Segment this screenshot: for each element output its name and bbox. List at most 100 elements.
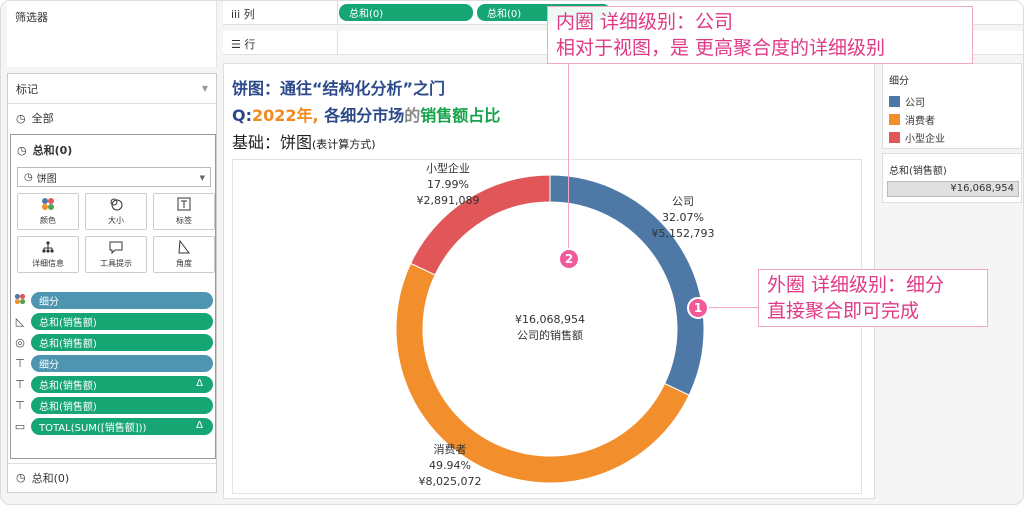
- donut-slice-1[interactable]: [549, 174, 705, 396]
- angle-button-label: 角度: [176, 259, 192, 268]
- marks-subpanel: ◷ 总和(0) ◷ 饼图 ▼ 颜色 大小 标签: [10, 134, 216, 459]
- legend-item[interactable]: 小型企业: [889, 130, 945, 145]
- mark-type-dropdown[interactable]: ◷ 饼图 ▼: [17, 167, 211, 187]
- legend-label: 小型企业: [905, 134, 945, 145]
- annotation-line-inner: [568, 61, 569, 257]
- annotation-outer-line1: 外圈 详细级别：细分: [767, 274, 945, 296]
- pie-plot-area: 公司 32.07% ¥5,152,793 消费者 49.94% ¥8,025,072 小型企…: [232, 159, 862, 494]
- collapse-caret-icon[interactable]: ▼: [201, 84, 208, 93]
- marks-pill-row: ◺ 总和(销售额): [13, 311, 213, 332]
- marks-pills: 细分 ◺ 总和(销售额) ◎ 总和(销售额) ⊤ 细分 ⊤ 总和(销售额) Δ: [13, 290, 213, 437]
- label-icon: ⊤: [15, 357, 25, 370]
- pill-segment-color[interactable]: 细分: [31, 292, 213, 309]
- pill-sales-label-calc[interactable]: 总和(销售额) Δ: [31, 376, 213, 393]
- pill-sales-angle[interactable]: 总和(销售额): [31, 313, 213, 330]
- shelf-divider: [337, 31, 338, 55]
- pill-label: 细分: [39, 360, 59, 371]
- table-calc-delta-icon: Δ: [196, 378, 203, 389]
- mark-type-value: 饼图: [36, 173, 57, 185]
- marks-pill-row: ⊤ 总和(销售额): [13, 395, 213, 416]
- view-title-1: 饼图：通往“结构化分析”之门: [232, 79, 446, 98]
- legend-swatch: [889, 96, 900, 107]
- tooltip-button-label: 工具提示: [100, 259, 132, 268]
- columns-shelf-label: iii 列: [231, 6, 255, 22]
- legend-title: 细分: [889, 76, 909, 87]
- title2-mid: 各细分市场: [318, 106, 405, 125]
- tooltip-icon: [109, 240, 123, 256]
- badge-2: 2: [558, 248, 580, 270]
- pill-total-tooltip[interactable]: TOTAL(SUM([销售额])) Δ: [31, 418, 213, 435]
- color-legend: 细分 公司 消费者 小型企业: [882, 63, 1022, 149]
- marks-header: 标记 ▼: [8, 74, 216, 104]
- angle-button[interactable]: 角度: [153, 236, 215, 273]
- size-button-label: 大小: [108, 216, 124, 225]
- annotation-outer-ring: 外圈 详细级别：细分 直接聚合即可完成: [758, 269, 988, 327]
- marks-subpanel-title[interactable]: ◷ 总和(0): [11, 135, 215, 165]
- table-calc-delta-icon: Δ: [196, 420, 203, 431]
- pill-segment-label[interactable]: 细分: [31, 355, 213, 372]
- pill-label: 总和(销售额): [39, 402, 97, 413]
- title2-highlight: 销售额占比: [420, 106, 501, 125]
- pill-label: 总和(0): [487, 9, 522, 20]
- color-icon: [41, 197, 55, 213]
- columns-label-text: 列: [243, 8, 255, 21]
- label-icon: ⊤: [15, 399, 25, 412]
- color-button[interactable]: 颜色: [17, 193, 79, 230]
- view-title-3: 基础：饼图(表计算方式): [232, 129, 376, 153]
- label-icon: [177, 197, 191, 213]
- marks-pill-row: ◎ 总和(销售额): [13, 332, 213, 353]
- slice-label-2: 消费者 49.94% ¥8,025,072: [419, 442, 482, 488]
- marks-all-row[interactable]: ◷ 全部: [8, 104, 216, 132]
- marks-pill-row: ⊤ 总和(销售额) Δ: [13, 374, 213, 395]
- rows-icon: ☰: [231, 38, 241, 51]
- annotation-line-outer: [701, 307, 759, 308]
- size-legend: 总和(销售额) ¥16,068,954: [882, 153, 1022, 203]
- pie-clock-icon: ◷: [24, 171, 33, 183]
- donut-chart[interactable]: 公司 32.07% ¥5,152,793 消费者 49.94% ¥8,025,072 小型企…: [233, 160, 863, 495]
- detail-button[interactable]: 详细信息: [17, 236, 79, 273]
- pill-label: 细分: [39, 297, 59, 308]
- center-value: ¥16,068,954: [515, 313, 585, 326]
- color-icon: [13, 293, 27, 308]
- rows-shelf-label: ☰ 行: [231, 36, 255, 52]
- pill-sales-label[interactable]: 总和(销售额): [31, 397, 213, 414]
- legend-item[interactable]: 消费者: [889, 112, 935, 127]
- tooltip-button[interactable]: 工具提示: [85, 236, 147, 273]
- annotation-inner-line2: 相对于视图，是 更高聚合度的详细级别: [556, 37, 886, 59]
- legend-item[interactable]: 公司: [889, 94, 925, 109]
- legend-label: 消费者: [905, 116, 935, 127]
- title2-end: 的: [404, 106, 421, 125]
- filters-panel: 筛选器: [7, 1, 217, 67]
- rows-label-text: 行: [244, 38, 256, 51]
- detail-icon: [41, 240, 55, 256]
- marks-pill-row: ▭ TOTAL(SUM([销售额])) Δ: [13, 416, 213, 437]
- pill-label: 总和(销售额): [39, 318, 97, 329]
- slice-label-1: 公司 32.07% ¥5,152,793: [652, 195, 715, 240]
- filters-title: 筛选器: [15, 11, 48, 24]
- label-button-label: 标签: [176, 216, 192, 225]
- angle-icon: ◺: [15, 315, 25, 328]
- color-button-label: 颜色: [40, 216, 56, 225]
- donut-slice-3[interactable]: [410, 174, 551, 276]
- marks-pill-row: 细分: [13, 290, 213, 311]
- size-icon: [109, 197, 123, 213]
- pill-label: 总和(0): [349, 9, 384, 20]
- marks-all-label: 全部: [31, 112, 54, 125]
- pill-label: 总和(销售额): [39, 339, 97, 350]
- pie-clock-icon: ◷: [17, 143, 27, 157]
- pill-sales-size[interactable]: 总和(销售额): [31, 334, 213, 351]
- title3-text: 基础：饼图: [232, 133, 313, 152]
- marks-bottom-row[interactable]: ◷ 总和(0): [8, 463, 216, 491]
- columns-icon: iii: [231, 8, 241, 21]
- size-button[interactable]: 大小: [85, 193, 147, 230]
- annotation-inner-line1: 内圈 详细级别：公司: [556, 11, 734, 33]
- slice-label-3: 小型企业 17.99% ¥2,891,089: [417, 161, 480, 207]
- annotation-outer-line2: 直接聚合即可完成: [767, 300, 920, 322]
- column-pill-1[interactable]: 总和(0): [339, 4, 473, 21]
- label-button[interactable]: 标签: [153, 193, 215, 230]
- center-label: 公司的销售额: [517, 328, 583, 342]
- pie-clock-icon: ◷: [16, 471, 26, 484]
- marks-subpanel-label: 总和(0): [32, 144, 73, 157]
- size-legend-title: 总和(销售额): [889, 166, 947, 177]
